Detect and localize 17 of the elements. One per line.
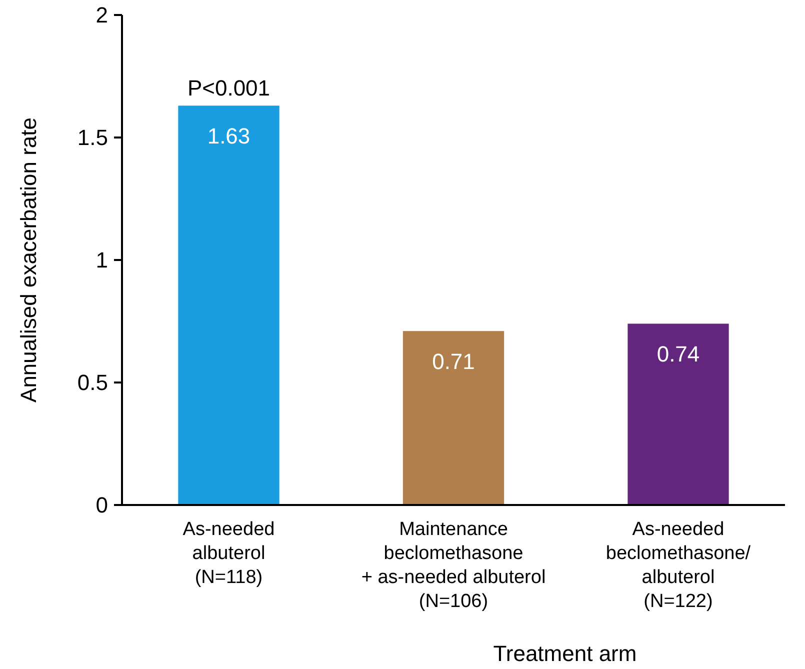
x-axis-title: Treatment arm [493, 641, 637, 666]
bar [402, 331, 504, 505]
x-tick-label: Maintenance beclomethasone + as-needed albuterol (N=106) [361, 519, 546, 612]
y-tick-label: 0.5 [77, 370, 108, 396]
x-tick-label: As-needed beclomethasone/ albuterol (N=122) [606, 519, 752, 612]
data-label: 0.71 [432, 349, 475, 374]
y-axis-title: Annualised exacerbation rate [16, 118, 41, 402]
bar [178, 106, 280, 505]
y-tick-label: 1.5 [77, 125, 108, 150]
y-tick-label: 0 [96, 492, 108, 518]
data-label: 0.74 [656, 342, 700, 367]
data-label: 1.63 [207, 124, 250, 149]
annotation: P<0.001 [187, 76, 270, 101]
y-tick-label: 1 [96, 248, 108, 273]
y-tick-label: 2 [96, 2, 108, 28]
bar [628, 324, 729, 505]
x-tick-label: As-needed albuterol (N=118) [182, 519, 275, 588]
